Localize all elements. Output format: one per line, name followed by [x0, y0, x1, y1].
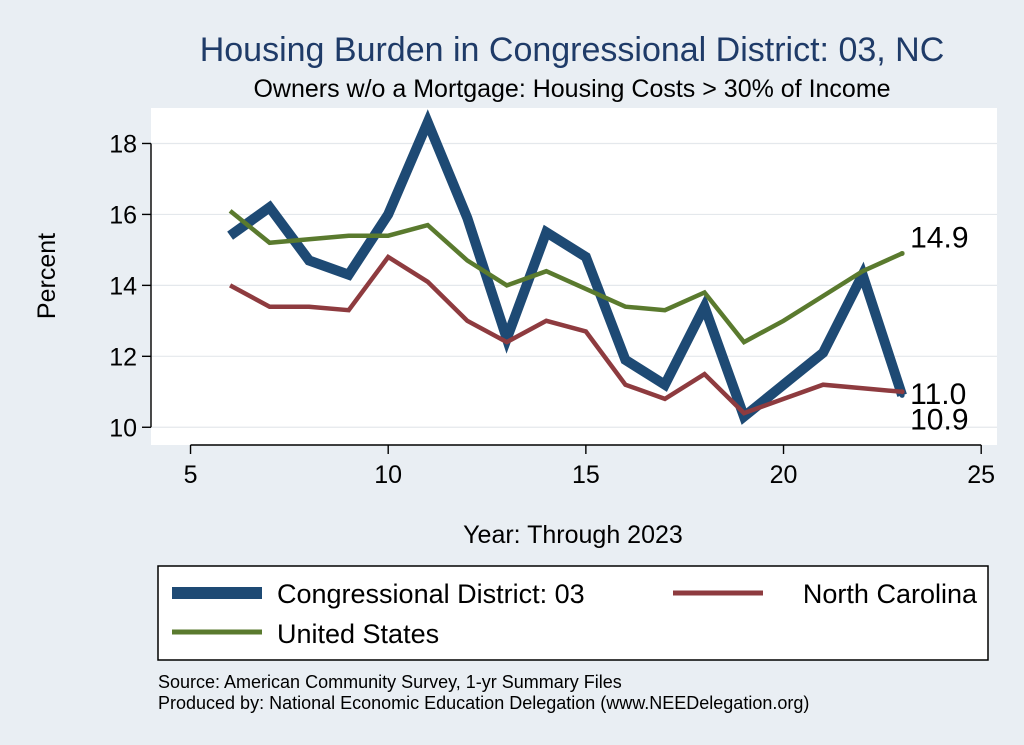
- x-axis-title: Year: Through 2023: [463, 521, 683, 549]
- legend-label-united-states: United States: [277, 619, 439, 649]
- y-tick-label: 18: [109, 130, 137, 158]
- x-tick-label: 5: [184, 461, 198, 489]
- end-point-marker: [899, 389, 905, 395]
- end-value-label: 10.9: [910, 403, 968, 436]
- axes: 10 12 14 16 18 5 10 15 20 25: [109, 130, 995, 489]
- y-axis-title: Percent: [33, 233, 61, 319]
- x-tick-label: 25: [967, 461, 995, 489]
- legend: Congressional District: 03 North Carolin…: [157, 565, 989, 661]
- plot-area: [151, 108, 997, 445]
- end-point-marker: [899, 392, 905, 398]
- producer-note: Produced by: National Economic Education…: [158, 693, 809, 713]
- legend-label-district: Congressional District: 03: [277, 579, 585, 609]
- y-tick-label: 14: [109, 272, 137, 300]
- x-tick-label: 10: [374, 461, 402, 489]
- chart-subtitle: Owners w/o a Mortgage: Housing Costs > 3…: [253, 75, 890, 103]
- legend-box: [157, 565, 989, 661]
- y-tick-label: 16: [109, 201, 137, 229]
- series-line-united-states: [228, 209, 904, 345]
- y-tick-label: 10: [109, 414, 137, 442]
- x-tick-label: 20: [770, 461, 798, 489]
- end-value-label: 11.0: [910, 378, 966, 411]
- legend-label-north-carolina: North Carolina: [803, 579, 978, 609]
- chart-title: Housing Burden in Congressional District…: [200, 31, 945, 69]
- y-tick-label: 12: [109, 343, 137, 371]
- x-tick-label: 15: [572, 461, 600, 489]
- series-lines: [227, 109, 907, 425]
- series-line-district: [227, 109, 907, 425]
- end-value-label: 14.9: [910, 221, 968, 254]
- end-labels: 10.911.0 14.9: [899, 221, 969, 436]
- source-note: Source: American Community Survey, 1-yr …: [158, 672, 622, 692]
- end-point-marker: [899, 250, 905, 256]
- series-line-north-carolina: [229, 253, 903, 416]
